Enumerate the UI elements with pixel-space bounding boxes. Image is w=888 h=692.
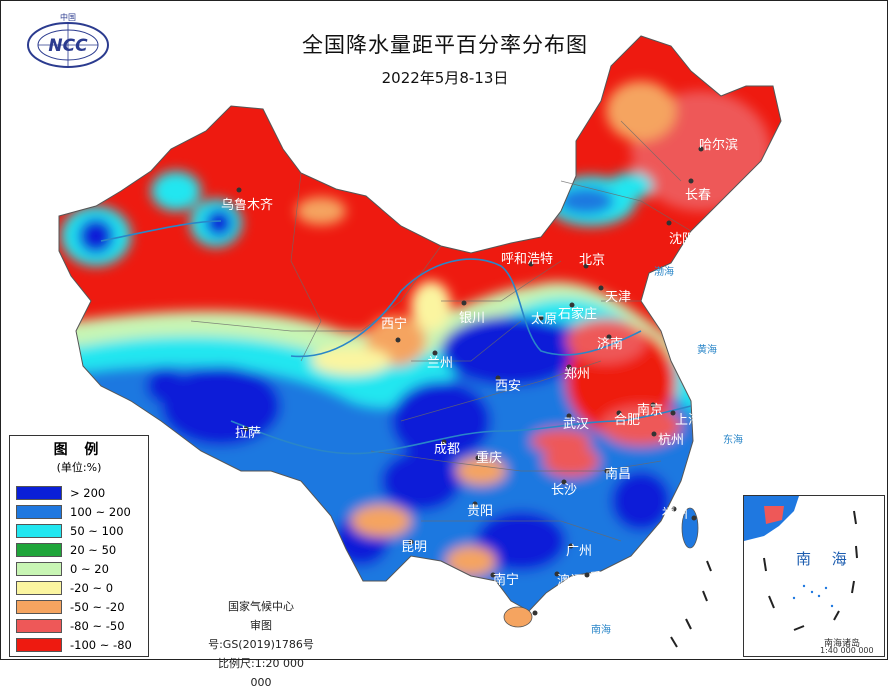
legend-item: > 200 xyxy=(16,486,105,500)
legend-label: -20 ~ 0 xyxy=(70,581,114,595)
city-label-kunming: 昆明 xyxy=(401,540,428,555)
legend-title: 图 例 xyxy=(53,442,105,458)
credit-org: 国家气候中心 xyxy=(228,600,294,613)
map-date-range: 2022年5月8-13日 xyxy=(381,69,509,87)
legend-label: 20 ~ 50 xyxy=(70,543,117,557)
city-label-xining: 西宁 xyxy=(381,317,408,332)
city-markers xyxy=(236,146,704,616)
city-label-taipei: 台北 xyxy=(697,515,724,530)
legend: 图 例 (单位:%) > 200 100 ~ 200 50 ~ 100 20 ~ 50… xyxy=(9,435,149,657)
city-label-chengdu: 成都 xyxy=(434,442,461,457)
city-label-chongqing: 重庆 xyxy=(476,451,503,466)
city-label-hohhot: 呼和浩特 xyxy=(501,252,554,267)
hainan-island xyxy=(503,606,533,628)
legend-item: 20 ~ 50 xyxy=(16,543,116,557)
city-label-urumqi: 乌鲁木齐 xyxy=(221,198,274,213)
sea-label-east: 东海 xyxy=(723,435,743,446)
legend-item: -80 ~ -50 xyxy=(16,619,125,633)
city-label-tianjin: 天津 xyxy=(605,290,632,305)
city-label-wuhan: 武汉 xyxy=(563,417,590,432)
legend-label: 100 ~ 200 xyxy=(70,505,131,519)
legend-item: -20 ~ 0 xyxy=(16,581,113,595)
legend-swatch xyxy=(16,619,62,633)
city-label-changsha: 长沙 xyxy=(551,483,578,498)
city-label-fuzhou: 福州 xyxy=(662,507,689,522)
legend-item: 50 ~ 100 xyxy=(16,524,124,538)
inset-label: 南 海 xyxy=(796,550,855,568)
city-label-nanning: 南宁 xyxy=(493,573,520,588)
city-label-shijiazhuang: 石家庄 xyxy=(558,307,598,322)
south-china-sea-inset: 南 海 南海诸岛 1:40 000 000 xyxy=(743,495,885,657)
legend-swatch xyxy=(16,524,62,538)
city-label-lanzhou: 兰州 xyxy=(427,356,454,371)
credit-approval: 审图号:GS(2019)1786号 xyxy=(208,619,314,651)
city-label-lhasa: 拉萨 xyxy=(235,426,262,441)
legend-swatch xyxy=(16,543,62,557)
legend-label: -100 ~ -80 xyxy=(70,638,132,652)
logo-chars: 中国 xyxy=(60,12,76,22)
city-label-changchun: 长春 xyxy=(685,188,712,203)
city-label-jinan: 济南 xyxy=(597,337,624,352)
sea-label-south: 南海 xyxy=(591,625,611,636)
rivers xyxy=(100,220,692,455)
city-label-hongkong: 香港 xyxy=(589,571,616,586)
city-label-taiyuan: 太原 xyxy=(531,312,558,327)
legend-item: 0 ~ 20 xyxy=(16,562,109,576)
legend-label: -80 ~ -50 xyxy=(70,619,125,633)
city-label-guiyang: 贵阳 xyxy=(467,504,494,519)
inset-scale: 1:40 000 000 xyxy=(820,646,874,655)
ncc-logo: NCC 中国 xyxy=(27,12,109,68)
city-label-yinchuan: 银川 xyxy=(459,311,486,326)
legend-label: 0 ~ 20 xyxy=(70,562,109,576)
legend-label: > 200 xyxy=(70,486,106,500)
legend-label: 50 ~ 100 xyxy=(70,524,124,538)
city-label-nanchang: 南昌 xyxy=(605,467,632,482)
legend-swatch xyxy=(16,581,62,595)
logo-text: NCC xyxy=(48,36,88,56)
city-label-hefei: 合肥 xyxy=(614,413,641,428)
credits: 国家气候中心 审图号:GS(2019)1786号 比例尺:1:20 000 00… xyxy=(206,597,316,692)
legend-item: -100 ~ -80 xyxy=(16,638,132,652)
legend-unit: (单位:%) xyxy=(56,461,102,474)
city-label-guangzhou: 广州 xyxy=(566,544,593,559)
sea-label-yellow: 黄海 xyxy=(697,345,717,356)
inset-map xyxy=(744,496,858,631)
city-label-beijing: 北京 xyxy=(579,253,606,268)
legend-item: -50 ~ -20 xyxy=(16,600,125,614)
city-label-haikou: 海口 xyxy=(541,611,568,626)
city-label-hangzhou: 杭州 xyxy=(658,433,685,448)
nine-dash-line xyxy=(670,560,712,648)
city-label-harbin: 哈尔滨 xyxy=(699,138,739,153)
map-title: 全国降水量距平百分率分布图 xyxy=(302,33,588,57)
country-border xyxy=(58,35,782,612)
legend-swatch xyxy=(16,562,62,576)
anomaly-field xyxy=(59,36,781,611)
legend-label: -50 ~ -20 xyxy=(70,600,125,614)
legend-swatch xyxy=(16,600,62,614)
city-label-shanghai: 上海 xyxy=(675,413,702,428)
city-label-xian: 西安 xyxy=(495,379,522,394)
city-label-zhengzhou: 郑州 xyxy=(564,367,591,382)
province-borders xyxy=(190,120,692,542)
precipitation-map xyxy=(58,35,782,648)
legend-item: 100 ~ 200 xyxy=(16,505,131,519)
legend-swatch xyxy=(16,638,62,652)
city-label-macau: 澳门 xyxy=(557,574,584,589)
city-label-shenyang: 沈阳 xyxy=(669,232,696,247)
legend-swatch xyxy=(16,486,62,500)
city-label-nanjing: 南京 xyxy=(637,403,664,418)
inset-caption: 南海诸岛 xyxy=(824,639,861,649)
legend-swatch xyxy=(16,505,62,519)
sea-label-bohai: 渤海 xyxy=(654,267,674,278)
